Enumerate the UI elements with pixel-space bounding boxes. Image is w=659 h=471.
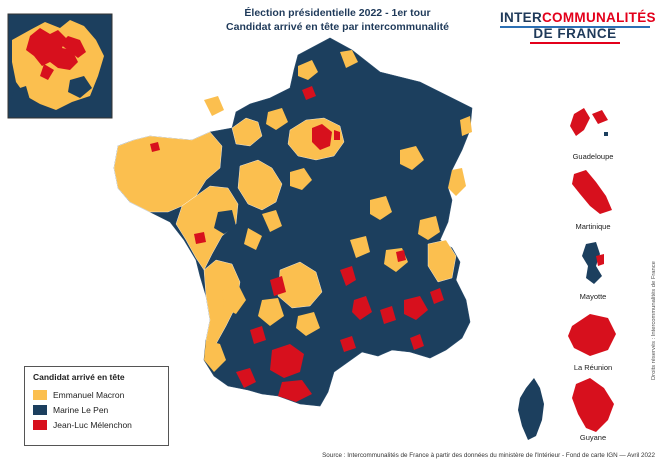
limousin-melenchon (270, 276, 286, 296)
cevennes-melenchon (352, 296, 372, 320)
toulouse-melenchon (270, 344, 304, 378)
reunion-shape (568, 314, 616, 356)
paris-inset (7, 13, 113, 119)
legend-label-macron: Emmanuel Macron (53, 389, 125, 400)
west-melenchon (150, 142, 160, 152)
landes-macron (204, 340, 226, 372)
west-macron (175, 185, 239, 271)
north-macron (298, 60, 318, 80)
label-mayotte: Mayotte (579, 292, 607, 301)
rights-credit: Droits réservés : Intercommunalités de F… (651, 261, 657, 380)
rennes-macron (244, 228, 262, 250)
legend-swatch-melenchon (33, 419, 47, 430)
pyrenees-melenchon (236, 368, 256, 388)
map-legend: Candidat arrivé en tête Emmanuel Macron … (24, 366, 169, 446)
orleans-macron (290, 168, 312, 190)
label-martinique: Martinique (575, 222, 611, 231)
paris-inset-lepen-corner (10, 86, 30, 108)
corsica (518, 378, 544, 440)
marseille-melenchon (410, 334, 424, 350)
mayotte-shape (582, 242, 604, 284)
legend-swatch-lepen (33, 404, 47, 415)
martinique-shape (572, 170, 612, 214)
logo-bar-red (530, 42, 620, 44)
tours-macron (262, 210, 282, 232)
paris-inset-melenchon-south (40, 64, 54, 80)
rhone-melenchon (380, 306, 396, 324)
lille-macron (340, 50, 358, 68)
guadeloupe-shape (570, 108, 608, 136)
auvergne-melenchon (340, 266, 356, 286)
publisher-logo: INTERCOMMUNALITÉS DE FRANCE (500, 10, 656, 44)
loire-macron (237, 159, 283, 211)
alsace-macron (448, 168, 466, 196)
logo-part-2: COMMUNALITÉS (542, 10, 656, 25)
title-line-2: Candidat arrivé en tête par intercommuna… (226, 21, 449, 33)
label-reunion: La Réunion (573, 363, 613, 372)
north-melenchon (302, 86, 316, 100)
normandy-macron-2 (266, 108, 288, 130)
logo-part-1: INTER (500, 10, 542, 25)
label-guadeloupe: Guadeloupe (572, 152, 614, 161)
jura-macron (418, 216, 440, 240)
nantes-melenchon (194, 232, 206, 244)
paris-inset-melenchon-north (60, 36, 86, 58)
massif-macron (277, 261, 323, 309)
paris-inset-lepen-patch (68, 76, 92, 98)
lyon-melenchon (396, 250, 406, 262)
dordogne-melenchon (250, 326, 266, 344)
montpellier-melenchon (340, 336, 356, 352)
label-guyane: Guyane (579, 433, 607, 442)
source-note: Source : Intercommunalités de France à p… (322, 452, 655, 459)
grenoble-melenchon (404, 296, 428, 320)
vendee-lepen (214, 210, 236, 234)
idf-melenchon (312, 124, 332, 150)
logo-line-1: INTERCOMMUNALITÉS (500, 10, 656, 25)
burgundy-macron (370, 196, 392, 220)
legend-title: Candidat arrivé en tête (33, 372, 125, 382)
legend-label-lepen: Marine Le Pen (53, 404, 109, 415)
bordeaux-macron (222, 284, 246, 314)
strasbourg-macron (460, 116, 472, 136)
southwest-macron (203, 259, 241, 345)
aveyron-macron (296, 312, 320, 336)
title-line-1: Élection présidentielle 2022 - 1er tour (244, 7, 431, 19)
legend-label-melenchon: Jean-Luc Mélenchon (53, 419, 132, 430)
normandy-macron (231, 117, 263, 147)
alps-macron (427, 239, 457, 283)
brittany-macron (113, 131, 223, 213)
picardy-macron (204, 96, 224, 116)
limousin-macron (258, 298, 284, 326)
legend-item-macron: Emmanuel Macron (33, 387, 160, 402)
idf-melenchon-east (334, 130, 340, 140)
ariege-melenchon (278, 380, 312, 402)
rhone-macron (350, 236, 370, 258)
legend-item-melenchon: Jean-Luc Mélenchon (33, 417, 160, 432)
legend-item-lepen: Marine Le Pen (33, 402, 160, 417)
map-title: Élection présidentielle 2022 - 1er tour … (195, 6, 480, 34)
paris-inset-melenchon-area (26, 28, 78, 70)
guyane-shape (572, 378, 614, 432)
logo-bar-blue (500, 26, 650, 28)
legend-swatch-macron (33, 389, 47, 400)
alps-melenchon (430, 288, 444, 304)
logo-line-2: DE FRANCE (533, 26, 617, 41)
lorraine-macron (400, 146, 424, 170)
